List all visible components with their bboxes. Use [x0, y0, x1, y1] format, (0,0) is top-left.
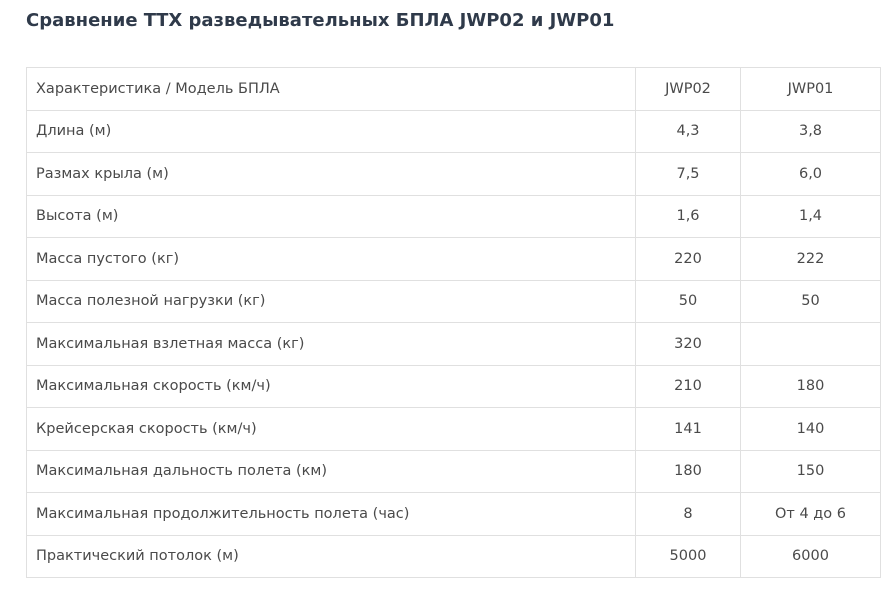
row-label: Максимальная дальность полета (км) [26, 449, 636, 493]
row-label: Практический потолок (м) [26, 534, 636, 578]
table-row: Масса полезной нагрузки (кг) 50 50 [26, 279, 881, 323]
row-label: Максимальная взлетная масса (кг) [26, 322, 636, 366]
table-row: Максимальная взлетная масса (кг) 320 [26, 322, 881, 366]
jwp01-value: 3,8 [740, 109, 881, 153]
table-row: Размах крыла (м) 7,5 6,0 [26, 152, 881, 196]
page-title: Сравнение ТТХ разведывательных БПЛА JWP0… [26, 10, 615, 31]
jwp02-value: 7,5 [635, 152, 741, 196]
row-label: Максимальная скорость (км/ч) [26, 364, 636, 408]
header-jwp01: JWP01 [740, 67, 881, 111]
jwp01-value: 180 [740, 364, 881, 408]
jwp01-value: 222 [740, 237, 881, 281]
jwp01-value: 6,0 [740, 152, 881, 196]
jwp01-value: 6000 [740, 534, 881, 578]
row-label: Крейсерская скорость (км/ч) [26, 407, 636, 451]
row-label: Высота (м) [26, 194, 636, 238]
row-label: Максимальная продолжительность полета (ч… [26, 492, 636, 536]
table-row: Максимальная дальность полета (км) 180 1… [26, 449, 881, 493]
table-row: Высота (м) 1,6 1,4 [26, 194, 881, 238]
row-label: Масса пустого (кг) [26, 237, 636, 281]
header-characteristic: Характеристика / Модель БПЛА [26, 67, 636, 111]
table-row: Масса пустого (кг) 220 222 [26, 237, 881, 281]
jwp01-value: 140 [740, 407, 881, 451]
row-label: Масса полезной нагрузки (кг) [26, 279, 636, 323]
table-row: Практический потолок (м) 5000 6000 [26, 534, 881, 578]
jwp01-value: 1,4 [740, 194, 881, 238]
table-row: Максимальная скорость (км/ч) 210 180 [26, 364, 881, 408]
jwp02-value: 4,3 [635, 109, 741, 153]
header-jwp02: JWP02 [635, 67, 741, 111]
jwp02-value: 180 [635, 449, 741, 493]
table-row: Максимальная продолжительность полета (ч… [26, 492, 881, 536]
specs-table: Характеристика / Модель БПЛА JWP02 JWP01… [26, 67, 881, 578]
row-label: Размах крыла (м) [26, 152, 636, 196]
jwp02-value: 1,6 [635, 194, 741, 238]
jwp02-value: 320 [635, 322, 741, 366]
jwp01-value: 150 [740, 449, 881, 493]
jwp01-value: 50 [740, 279, 881, 323]
jwp02-value: 210 [635, 364, 741, 408]
jwp01-value [740, 322, 881, 366]
table-header-row: Характеристика / Модель БПЛА JWP02 JWP01 [26, 67, 881, 111]
table-row: Крейсерская скорость (км/ч) 141 140 [26, 407, 881, 451]
jwp02-value: 141 [635, 407, 741, 451]
jwp02-value: 220 [635, 237, 741, 281]
table-row: Длина (м) 4,3 3,8 [26, 109, 881, 153]
jwp02-value: 5000 [635, 534, 741, 578]
jwp01-value: От 4 до 6 [740, 492, 881, 536]
row-label: Длина (м) [26, 109, 636, 153]
jwp02-value: 8 [635, 492, 741, 536]
jwp02-value: 50 [635, 279, 741, 323]
